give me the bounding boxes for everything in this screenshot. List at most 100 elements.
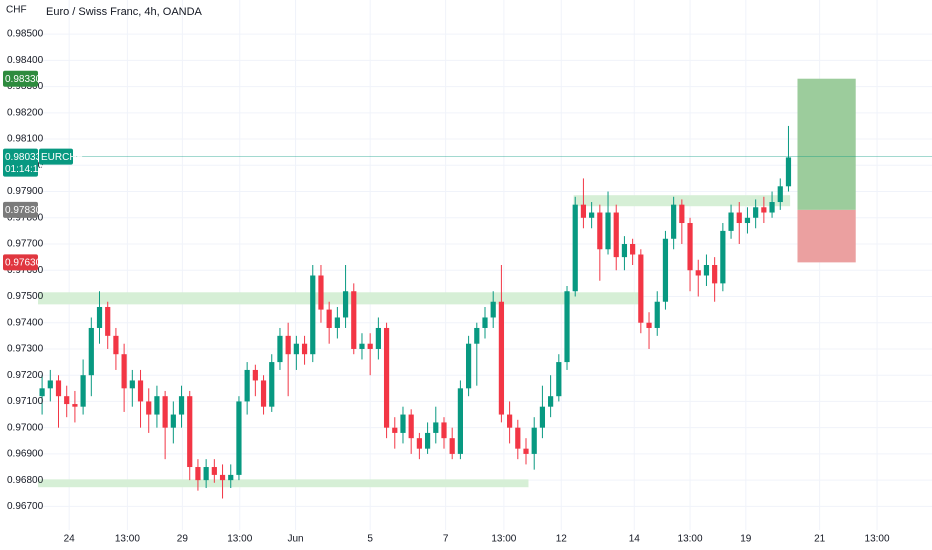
candle-body [712,265,718,284]
x-tick-label: 24 [64,534,76,545]
candle-body [728,212,734,231]
candle-body [744,217,751,224]
candle-body [39,388,45,397]
candle-body [720,230,726,284]
candle-body [564,291,570,363]
price-badge [3,70,38,87]
candle-body [342,291,349,318]
candle-body [162,396,168,428]
candle-body [654,301,660,328]
plot [38,78,932,499]
candle-body [219,474,226,481]
y-tick-label: 0.98200 [7,107,44,118]
x-tick-label: 13:00 [678,534,703,545]
candle-body [515,427,521,449]
candle-body [55,380,62,397]
candle-body [260,380,267,407]
candle-body [523,448,529,454]
y-tick-label: 0.97500 [7,291,44,302]
candle-body [170,414,176,428]
candle-body [195,467,201,481]
chart-title: Euro / Swiss Franc, 4h, OANDA [46,6,203,18]
candle-body [113,335,119,355]
y-tick-label: 0.98400 [7,55,44,66]
x-tick-label: 5 [367,534,373,545]
last-price-badge [3,148,38,177]
candle-body [383,327,390,428]
y-tick-label: 0.97700 [7,239,44,250]
candle-body [769,202,775,213]
candle-body [441,422,447,439]
candle-body [589,212,595,218]
candle-body [695,270,701,276]
x-tick-label: 14 [629,534,641,545]
candle-body [474,327,480,344]
x-tick-label: 13:00 [227,534,252,545]
candle-body [285,335,291,355]
candle-body [621,244,628,258]
candle-body [146,401,152,415]
y-tick-label: 0.97100 [7,396,44,407]
profit-zone [797,78,856,210]
y-tick-label: 0.97600 [7,265,44,276]
candle-body [64,396,70,405]
candle-body [630,244,636,255]
candle-body [96,306,103,328]
candle-body [228,474,234,481]
candle-body [72,404,78,407]
candle-body [424,432,431,449]
countdown: 01:14:14 [5,164,44,175]
candle-body [400,414,406,433]
candle-body [375,327,381,349]
candle-body [301,343,308,355]
candle-body [736,212,742,224]
candle-body [105,306,111,336]
candle-body [597,212,603,250]
zone [38,292,644,305]
candle-body [137,380,144,402]
x-tick-label: 7 [443,534,449,545]
candle-body [277,335,283,363]
currency-label: CHF [6,5,27,16]
candle-body [433,422,439,433]
y-tick-label: 0.98500 [7,29,44,40]
zone [38,479,529,488]
y-tick-label: 0.97400 [7,317,44,328]
candle-body [252,369,258,381]
candle-body [351,291,357,349]
y-tick-label: 0.96700 [7,501,44,512]
candle-body [129,380,135,389]
candle-body [326,309,332,328]
y-tick-label: 0.97800 [7,212,44,223]
candle-body [392,427,398,433]
price-badge-label: 0.97630 [5,258,42,269]
y-tick-label: 0.97200 [7,370,44,381]
candle-body [465,343,472,389]
candle-body [482,317,488,328]
last-price-label: 0.98033 [5,152,42,163]
candle-body [605,212,611,250]
y-tick-label: 0.97300 [7,344,44,355]
candle-body [580,204,587,218]
candle-body [359,343,365,349]
price-badge-label: 0.98330 [5,74,42,85]
candle-body [548,396,554,407]
candle-body [47,380,53,389]
y-tick-label: 0.98100 [7,134,44,145]
x-tick-label: 12 [556,534,568,545]
x-tick-label: 13:00 [115,534,140,545]
x-tick-label: 13:00 [491,534,516,545]
candle-body [671,204,677,239]
candle-body [80,375,86,407]
candle-body [679,204,685,224]
candle-body [416,438,422,449]
x-tick-label: 29 [177,534,189,545]
candle-body [761,207,767,213]
price-badge [3,254,38,271]
candle-body [498,301,505,415]
symbol-badge [39,148,73,165]
candle-body [244,369,250,402]
candle-body [646,322,652,328]
candle-body [785,157,792,187]
